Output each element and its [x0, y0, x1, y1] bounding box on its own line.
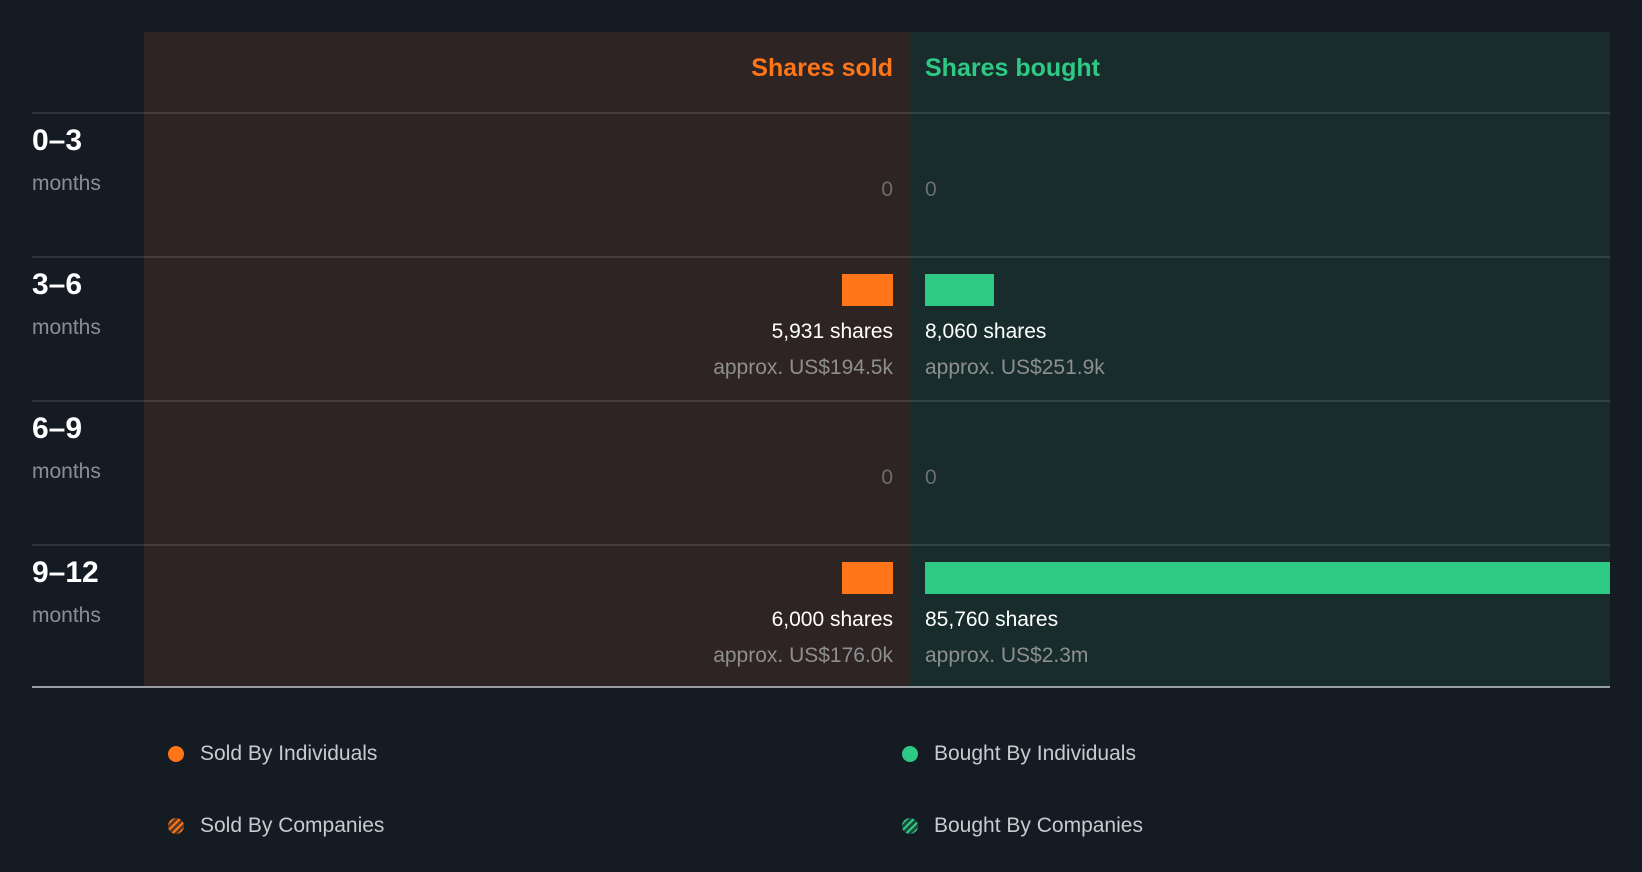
bought-approx-value: approx. US$2.3m — [925, 644, 1089, 667]
sold-bar[interactable] — [842, 562, 893, 594]
legend-label: Bought By Individuals — [934, 742, 1136, 765]
shares-bought-header: Shares bought — [925, 54, 1101, 82]
sold-panel — [144, 32, 909, 687]
bought-shares-value: 8,060 shares — [925, 320, 1047, 343]
row-divider — [32, 544, 1610, 546]
legend-sold-by-individuals[interactable]: Sold By Individuals — [168, 742, 377, 766]
legend-bought-by-companies[interactable]: Bought By Companies — [902, 814, 1143, 838]
period-label: 0–3 — [32, 124, 83, 157]
sold-bar[interactable] — [842, 274, 893, 306]
bought-approx-value: approx. US$251.9k — [925, 356, 1105, 379]
period-unit: months — [32, 604, 101, 627]
period-label: 6–9 — [32, 412, 83, 445]
orange-striped-dot-icon — [168, 818, 184, 834]
period-row-3-6: 3–6 months 5,931 shares 8,060 shares app… — [0, 258, 1642, 402]
sold-shares-value: 6,000 shares — [771, 608, 893, 631]
bought-zero-value: 0 — [925, 178, 937, 201]
sold-zero-value: 0 — [881, 466, 893, 489]
bought-zero-value: 0 — [925, 466, 937, 489]
period-label: 9–12 — [32, 556, 99, 589]
period-unit: months — [32, 316, 101, 339]
green-dot-icon — [902, 746, 918, 762]
orange-dot-icon — [168, 746, 184, 762]
chart-baseline — [32, 686, 1610, 688]
period-row-9-12: 9–12 months 6,000 shares 85,760 shares a… — [0, 546, 1642, 690]
sold-approx-value: approx. US$194.5k — [713, 356, 893, 379]
bought-bar[interactable] — [925, 562, 1610, 594]
period-unit: months — [32, 172, 101, 195]
period-row-6-9: 6–9 months 0 0 — [0, 402, 1642, 546]
sold-zero-value: 0 — [881, 178, 893, 201]
period-row-0-3: 0–3 months 0 0 — [0, 114, 1642, 258]
legend-label: Sold By Companies — [200, 814, 385, 837]
legend-sold-by-companies[interactable]: Sold By Companies — [168, 814, 384, 838]
legend-bought-by-individuals[interactable]: Bought By Individuals — [902, 742, 1136, 766]
row-divider — [32, 256, 1610, 258]
period-unit: months — [32, 460, 101, 483]
green-striped-dot-icon — [902, 818, 918, 834]
row-divider — [32, 112, 1610, 114]
legend-label: Bought By Companies — [934, 814, 1143, 837]
sold-shares-value: 5,931 shares — [771, 320, 893, 343]
sold-approx-value: approx. US$176.0k — [713, 644, 893, 667]
period-label: 3–6 — [32, 268, 83, 301]
bought-bar[interactable] — [925, 274, 994, 306]
shares-sold-header: Shares sold — [751, 54, 893, 82]
bought-shares-value: 85,760 shares — [925, 608, 1059, 631]
legend-label: Sold By Individuals — [200, 742, 378, 765]
row-divider — [32, 400, 1610, 402]
